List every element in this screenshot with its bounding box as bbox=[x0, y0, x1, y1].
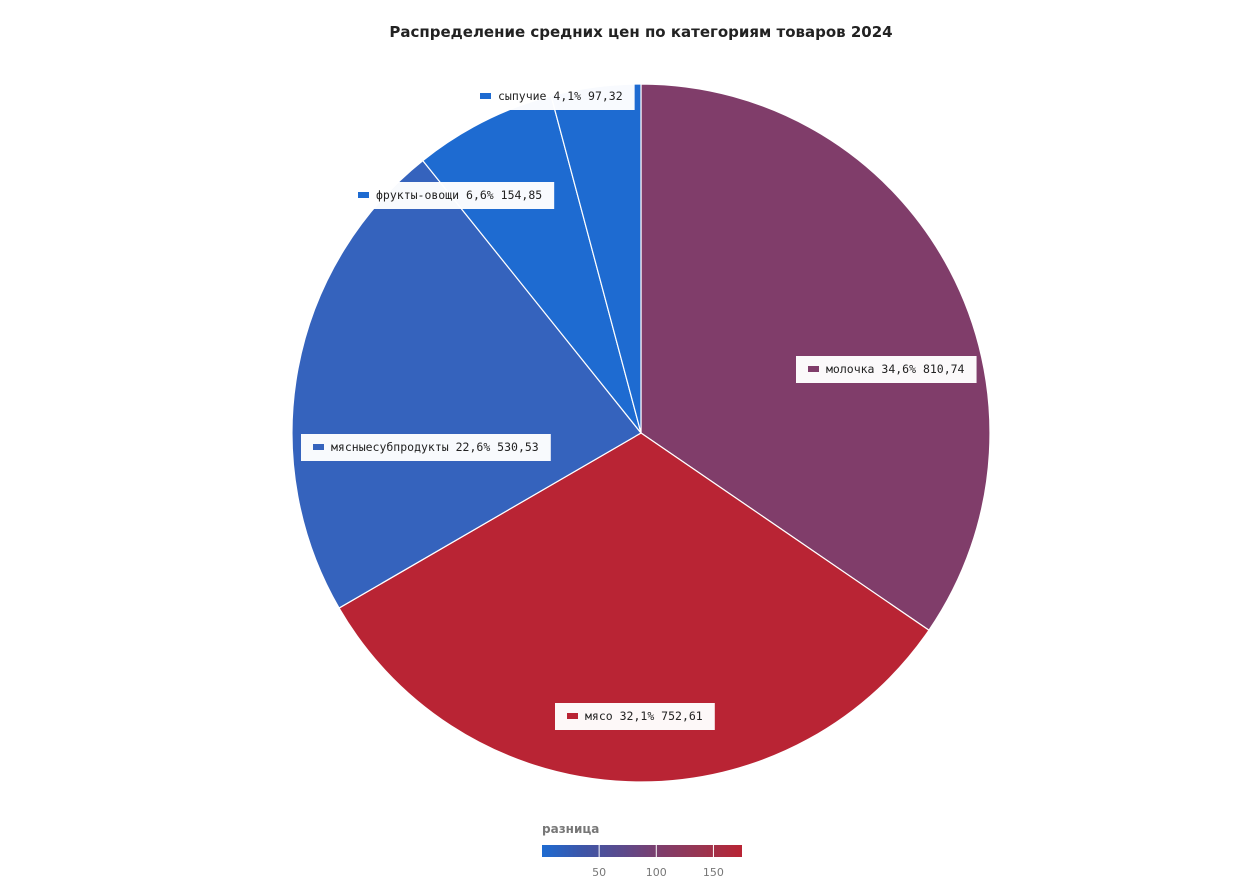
slice-label-box bbox=[555, 703, 715, 730]
chart-title: Распределение средних цен по категориям … bbox=[389, 23, 892, 41]
slice-label-box bbox=[346, 182, 555, 209]
legend-tick-label-2: 150 bbox=[703, 866, 724, 879]
slice-label-box bbox=[468, 83, 635, 110]
slice-label-1: мясо 32,1% 752,61 bbox=[555, 703, 715, 730]
pie-slice-1[interactable] bbox=[338, 432, 930, 783]
slice-label-swatch bbox=[808, 366, 819, 372]
slice-label-swatch bbox=[567, 713, 578, 719]
slice-label-box bbox=[301, 434, 551, 461]
slice-label-text: сыпучие 4,1% 97,32 bbox=[498, 89, 623, 103]
labels-layer: молочка 34,6% 810,74 мясо 32,1% 752,61 мяс… bbox=[301, 83, 977, 730]
slice-label-box bbox=[796, 356, 977, 383]
slice-label-text: молочка 34,6% 810,74 bbox=[826, 362, 965, 376]
slice-label-text: мясныесубпродукты 22,6% 530,53 bbox=[331, 440, 539, 454]
legend-title: разница bbox=[542, 822, 599, 836]
slice-label-swatch bbox=[358, 192, 369, 198]
slice-label-0: молочка 34,6% 810,74 bbox=[796, 356, 977, 383]
slice-label-text: мясо 32,1% 752,61 bbox=[585, 709, 703, 723]
slice-label-swatch bbox=[313, 444, 324, 450]
legend-tick-label-0: 50 bbox=[592, 866, 606, 879]
slice-label-swatch bbox=[480, 93, 491, 99]
slice-label-text: фрукты-овощи 6,6% 154,85 bbox=[376, 188, 542, 202]
color-legend: разница 50 100 150 bbox=[542, 822, 742, 879]
slice-label-4: сыпучие 4,1% 97,32 bbox=[468, 83, 635, 110]
slice-label-2: мясныесубпродукты 22,6% 530,53 bbox=[301, 434, 551, 461]
slice-label-3: фрукты-овощи 6,6% 154,85 bbox=[346, 182, 555, 209]
legend-tick-label-1: 100 bbox=[646, 866, 667, 879]
legend-gradient-bar bbox=[542, 845, 742, 857]
